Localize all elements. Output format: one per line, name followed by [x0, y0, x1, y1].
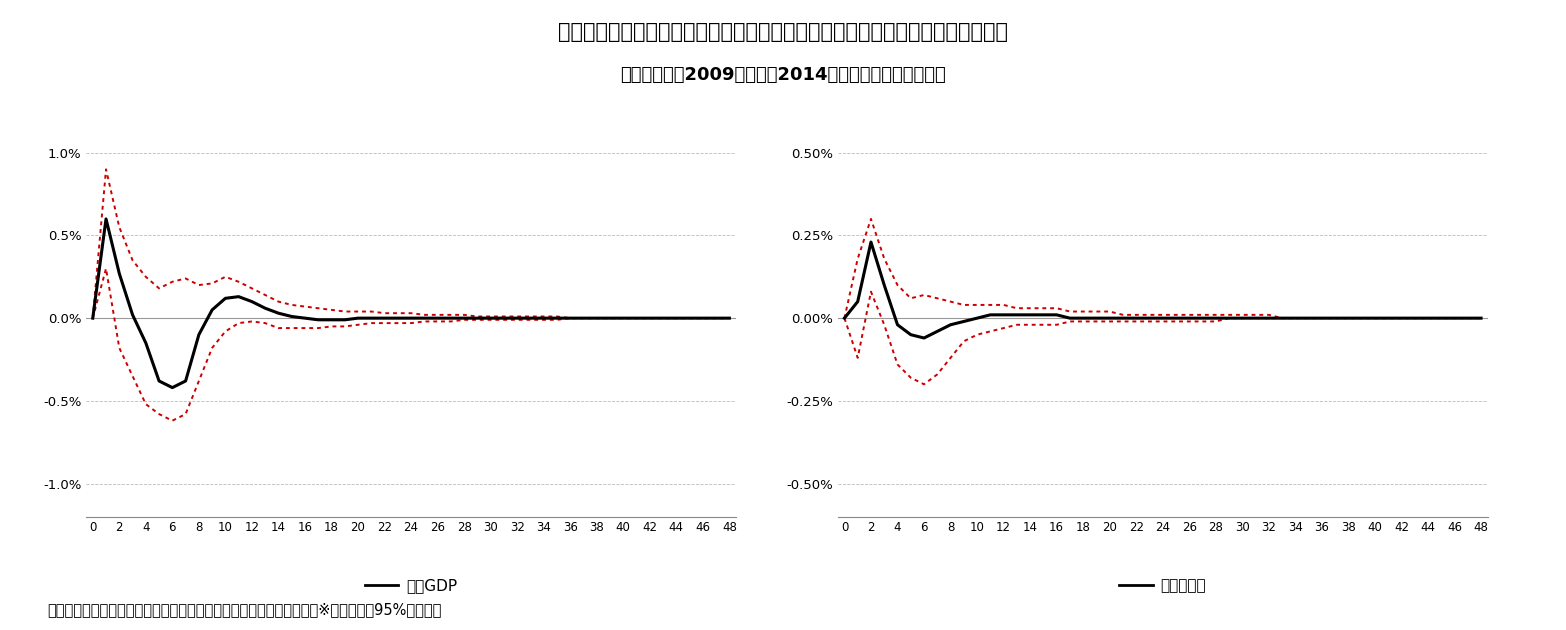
Text: （分析期間：2009年１月〜2014年３月の四半期データ）: （分析期間：2009年１月〜2014年３月の四半期データ） — [620, 66, 946, 84]
Text: 図表６：クレジットカード決済額にショックを与えたときのインパルス応答関数: 図表６：クレジットカード決済額にショックを与えたときのインパルス応答関数 — [557, 22, 1009, 42]
Legend: 物価上昇率: 物価上昇率 — [1113, 572, 1212, 599]
Text: （資料：内閣府、総務省、経済産業省、日本銀行のデータから作成）※赤い点線は95%信頼区間: （資料：内閣府、総務省、経済産業省、日本銀行のデータから作成）※赤い点線は95%… — [47, 602, 442, 617]
Legend: 実質GDP: 実質GDP — [359, 572, 464, 599]
